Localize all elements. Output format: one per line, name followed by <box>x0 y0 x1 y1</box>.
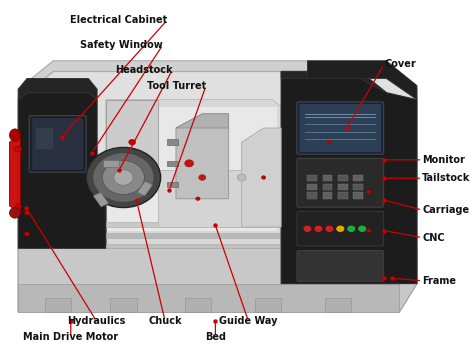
Bar <box>45 298 71 312</box>
Text: Frame: Frame <box>422 276 456 286</box>
Text: Bed: Bed <box>205 332 226 342</box>
Bar <box>106 233 281 237</box>
Polygon shape <box>9 135 20 213</box>
Bar <box>308 184 317 190</box>
Bar <box>93 192 109 207</box>
Circle shape <box>303 225 312 232</box>
Polygon shape <box>106 100 281 248</box>
Polygon shape <box>18 78 97 100</box>
Circle shape <box>185 160 193 167</box>
Text: Hydraulics: Hydraulics <box>67 316 126 326</box>
Circle shape <box>93 153 154 202</box>
FancyBboxPatch shape <box>297 250 383 282</box>
Circle shape <box>237 174 246 181</box>
Bar <box>354 192 363 199</box>
Bar <box>323 175 332 181</box>
FancyBboxPatch shape <box>297 158 383 207</box>
Bar <box>255 298 281 312</box>
Polygon shape <box>18 248 417 312</box>
Polygon shape <box>18 93 106 248</box>
Circle shape <box>24 232 29 236</box>
Circle shape <box>24 211 29 215</box>
Polygon shape <box>281 71 417 284</box>
Bar <box>36 128 53 149</box>
Polygon shape <box>106 100 158 170</box>
Bar <box>323 184 332 190</box>
Circle shape <box>199 175 206 180</box>
Polygon shape <box>106 107 277 230</box>
Bar <box>110 298 137 312</box>
Bar <box>167 160 178 166</box>
Bar <box>308 175 317 181</box>
Circle shape <box>102 160 145 195</box>
Text: Monitor: Monitor <box>422 155 465 165</box>
Polygon shape <box>281 71 386 93</box>
Text: Tool Turret: Tool Turret <box>146 81 206 91</box>
Text: Guide Way: Guide Way <box>219 316 277 326</box>
Bar <box>354 184 363 190</box>
Text: Chuck: Chuck <box>148 316 182 326</box>
Circle shape <box>382 276 387 280</box>
Bar <box>323 192 332 199</box>
Bar <box>185 298 211 312</box>
Bar <box>106 222 281 227</box>
Bar <box>325 298 351 312</box>
Circle shape <box>366 229 371 232</box>
Polygon shape <box>18 61 417 100</box>
Circle shape <box>357 122 363 127</box>
Bar <box>338 175 348 181</box>
Text: Main Drive Motor: Main Drive Motor <box>23 332 118 342</box>
Circle shape <box>196 197 200 201</box>
Circle shape <box>347 225 356 232</box>
Circle shape <box>16 204 21 208</box>
Ellipse shape <box>9 129 20 141</box>
Polygon shape <box>242 128 281 227</box>
Text: Safety Window: Safety Window <box>80 40 163 50</box>
Circle shape <box>86 147 161 208</box>
Bar <box>338 184 348 190</box>
FancyBboxPatch shape <box>297 102 383 154</box>
Polygon shape <box>158 170 242 227</box>
Circle shape <box>336 225 345 232</box>
Ellipse shape <box>9 208 20 218</box>
FancyBboxPatch shape <box>32 118 83 170</box>
Bar <box>167 182 178 187</box>
Polygon shape <box>176 114 228 128</box>
Text: CNC: CNC <box>422 233 445 242</box>
Circle shape <box>128 139 136 145</box>
Bar <box>338 192 348 199</box>
Bar <box>308 192 317 199</box>
Polygon shape <box>176 114 228 199</box>
Polygon shape <box>18 71 417 312</box>
Polygon shape <box>18 284 400 312</box>
Circle shape <box>114 170 133 185</box>
Circle shape <box>314 225 323 232</box>
FancyBboxPatch shape <box>297 212 383 246</box>
Text: Electrical Cabinet: Electrical Cabinet <box>70 15 167 25</box>
FancyBboxPatch shape <box>300 104 381 152</box>
Bar <box>106 244 281 248</box>
Bar <box>167 139 178 145</box>
Text: Tailstock: Tailstock <box>422 173 471 183</box>
Circle shape <box>325 225 334 232</box>
Bar <box>354 175 363 181</box>
Circle shape <box>262 176 266 179</box>
Text: Headstock: Headstock <box>115 65 173 75</box>
Circle shape <box>358 225 366 232</box>
Text: Carriage: Carriage <box>422 205 469 215</box>
Circle shape <box>366 190 371 193</box>
Text: Cover: Cover <box>384 59 416 69</box>
Bar <box>137 181 153 196</box>
Circle shape <box>15 146 22 152</box>
Bar <box>103 160 119 167</box>
Polygon shape <box>308 61 417 100</box>
FancyBboxPatch shape <box>29 116 86 172</box>
Circle shape <box>327 140 331 144</box>
